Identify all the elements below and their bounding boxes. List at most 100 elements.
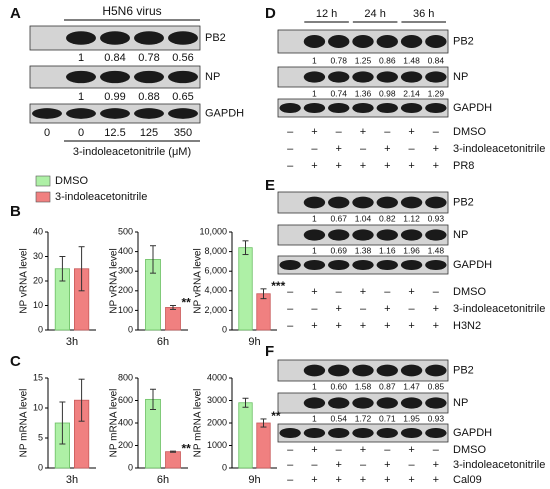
blot-band	[168, 31, 198, 45]
quant-value: 0.85	[428, 381, 445, 391]
significance: **	[182, 441, 192, 455]
sign: +	[408, 320, 414, 332]
blot-band	[328, 196, 350, 209]
blot-band	[376, 35, 398, 48]
blot-header: H5N6 virus	[102, 4, 161, 18]
sign: +	[384, 160, 390, 172]
sign: +	[335, 143, 341, 155]
y-tick-label: 8,000	[204, 246, 227, 256]
quant-value: 0.54	[330, 413, 347, 423]
blot-band	[352, 229, 374, 241]
y-axis-label: NP mRNA level	[109, 389, 120, 458]
blot-band	[400, 35, 423, 48]
blot-band	[352, 71, 374, 83]
blot-band	[425, 35, 447, 48]
blot-band	[425, 427, 447, 439]
row-label: NP	[205, 71, 220, 83]
quant-value: 0.69	[330, 245, 347, 255]
blot-band	[425, 102, 447, 114]
y-tick-label: 100	[118, 305, 133, 315]
y-tick-label: 0	[128, 462, 133, 472]
x-axis-label: 3h	[66, 474, 78, 486]
sign: +	[384, 143, 390, 155]
y-tick-label: 800	[118, 372, 133, 382]
sign: +	[360, 320, 366, 332]
blot-band	[352, 35, 374, 48]
quant-value: 0.93	[428, 213, 445, 223]
sign: +	[335, 303, 341, 315]
panel-label: D	[265, 5, 276, 22]
legend-label: 3-indoleacetonitrile	[55, 191, 147, 203]
quant-value: 0.84	[104, 52, 125, 64]
blot-band	[279, 102, 301, 114]
blot-band	[168, 70, 198, 84]
row-label: NP	[453, 71, 468, 83]
error-bar	[242, 397, 249, 408]
quant-value: 1	[78, 52, 84, 64]
blot-band	[328, 259, 350, 271]
blot-band	[32, 108, 62, 119]
row-label: NP	[453, 397, 468, 409]
blot-band	[303, 35, 326, 48]
blot-band	[100, 108, 130, 119]
sign: +	[311, 320, 317, 332]
error-bar	[59, 256, 66, 282]
blot-band	[303, 397, 326, 409]
error-bar	[242, 240, 249, 256]
quant-value: 0.60	[330, 381, 347, 391]
y-tick-label: 15	[33, 372, 43, 382]
blot-band	[425, 397, 447, 409]
x-axis-label: 6h	[157, 336, 169, 348]
sign: +	[360, 444, 366, 456]
sign: –	[287, 444, 294, 456]
blot-band	[352, 427, 374, 439]
sign: +	[384, 459, 390, 471]
panel-label: B	[10, 203, 21, 220]
y-axis-label: NP vRNA level	[193, 248, 204, 313]
lane-label: 350	[174, 127, 192, 139]
sign: +	[384, 320, 390, 332]
blot-band	[352, 259, 374, 271]
row-label: GAPDH	[453, 427, 492, 439]
x-axis-label: 9h	[248, 336, 260, 348]
row-label: NP	[453, 229, 468, 241]
error-bar	[170, 305, 176, 310]
blot-band	[303, 427, 326, 439]
y-tick-label: 10	[33, 402, 43, 412]
sign: –	[336, 286, 343, 298]
blot-band	[66, 31, 96, 45]
quant-value: 0.98	[379, 88, 396, 98]
quant-value: 0.86	[379, 55, 396, 65]
sign: +	[360, 160, 366, 172]
quant-value: 1.38	[355, 245, 372, 255]
legend-label: DMSO	[55, 175, 88, 187]
sign: –	[311, 459, 318, 471]
time-label: 24 h	[364, 8, 385, 20]
error-bar	[170, 450, 176, 453]
bar	[165, 307, 181, 331]
sign: –	[433, 444, 440, 456]
error-bar	[78, 246, 85, 292]
sign: +	[433, 474, 439, 486]
legend-swatch	[35, 175, 51, 187]
quant-value: 1.58	[355, 381, 372, 391]
blot-band	[376, 397, 398, 409]
quant-value: 0.78	[138, 52, 159, 64]
blot-band	[425, 196, 447, 209]
panel-label: A	[10, 5, 21, 22]
blot-band	[66, 70, 96, 84]
y-axis-label: NP vRNA level	[19, 248, 30, 313]
quant-value: 1	[312, 381, 317, 391]
blot-band	[376, 71, 398, 83]
quant-value: 1.25	[355, 55, 372, 65]
blot-band	[134, 31, 164, 45]
treatment-label: PR8	[453, 160, 474, 172]
sign: +	[408, 126, 414, 138]
blot-band	[328, 102, 350, 114]
sign: +	[335, 459, 341, 471]
sign: +	[408, 474, 414, 486]
bar	[238, 247, 253, 331]
blot-band	[303, 102, 326, 114]
blot-band	[376, 196, 398, 209]
blot-band	[328, 427, 350, 439]
